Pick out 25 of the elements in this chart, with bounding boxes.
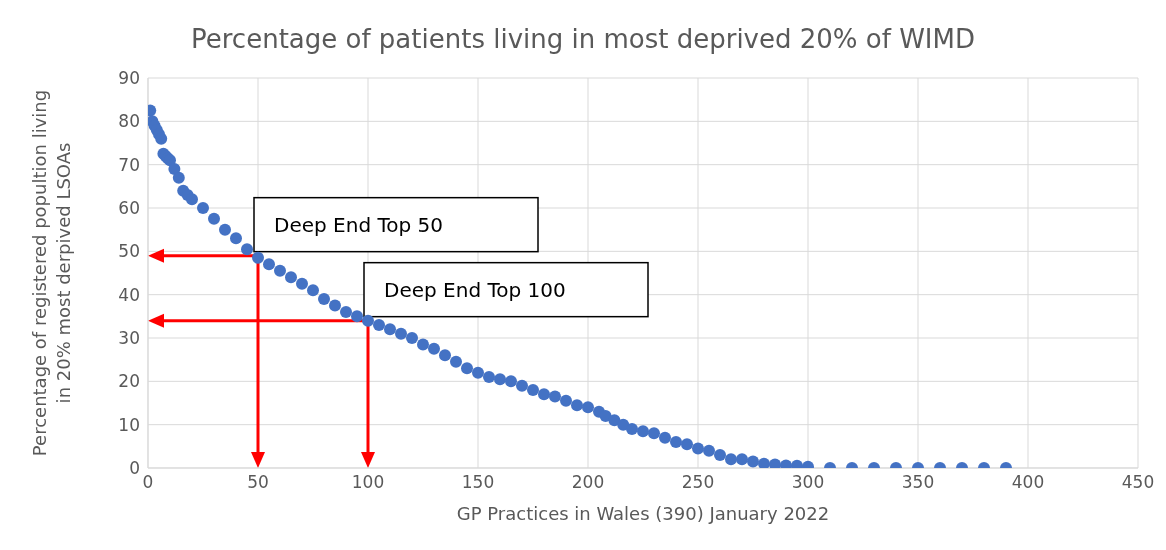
y-tick-label: 90: [118, 68, 140, 89]
x-tick-label: 350: [901, 472, 935, 493]
x-tick-label: 150: [461, 472, 495, 493]
x-tick-label: 450: [1121, 472, 1155, 493]
x-axis-title: GP Practices in Wales (390) January 2022: [456, 503, 830, 524]
y-tick-label: 40: [118, 284, 140, 305]
y-axis-title: Percentage of registered popultion living in 20% most derpived LSOAs: [29, 89, 74, 457]
y-tick-label: 70: [118, 154, 140, 175]
y-tick-label: 80: [118, 111, 140, 132]
x-tick-label: 50: [247, 472, 269, 493]
chart-title: Percentage of patients living in most deprived 20% of WIMD: [191, 24, 975, 54]
annotation: Deep End Top 50: [274, 212, 443, 237]
y-tick-label: 60: [118, 198, 140, 219]
y-tick-label: 30: [118, 328, 140, 349]
y-tick-label: 20: [118, 371, 140, 392]
x-tick-label: 250: [681, 472, 715, 493]
x-tick-label: 400: [1011, 472, 1045, 493]
annotation: Deep End Top 100: [384, 277, 566, 302]
y-tick-label: 10: [118, 414, 140, 435]
y-tick-label: 0: [129, 458, 140, 479]
y-tick-label: 50: [118, 241, 140, 262]
x-tick-label: 200: [571, 472, 605, 493]
x-tick-label: 300: [791, 472, 825, 493]
x-tick-label: 100: [351, 472, 385, 493]
x-tick-label: 0: [142, 472, 154, 493]
